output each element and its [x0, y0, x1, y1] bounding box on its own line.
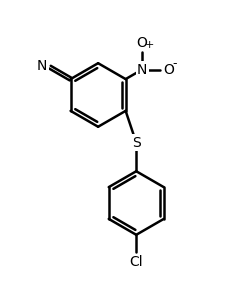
Text: -: - [172, 57, 176, 70]
Text: N: N [37, 59, 47, 73]
Text: O: O [136, 36, 147, 50]
Text: S: S [131, 136, 140, 150]
Text: O: O [162, 63, 173, 77]
Text: Cl: Cl [129, 255, 142, 269]
Text: N: N [136, 63, 147, 77]
Text: +: + [144, 40, 153, 50]
